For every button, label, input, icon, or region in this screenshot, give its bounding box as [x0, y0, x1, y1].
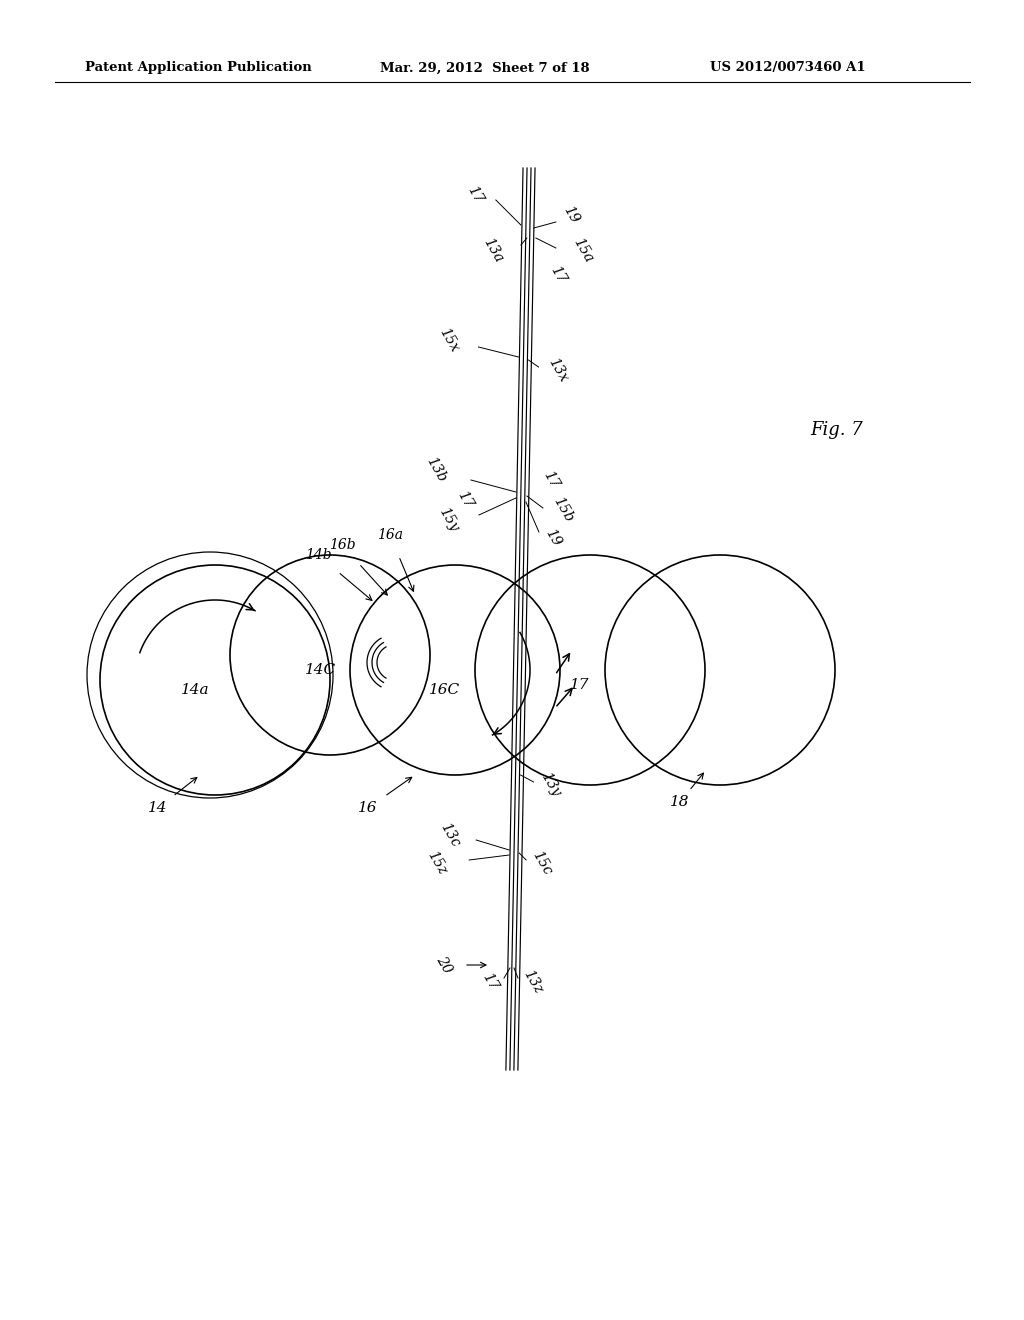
- Text: 13a: 13a: [480, 235, 506, 265]
- Text: 17: 17: [479, 970, 500, 993]
- Text: 13c: 13c: [437, 821, 462, 850]
- Text: 17: 17: [541, 469, 562, 491]
- Text: 17: 17: [455, 488, 476, 511]
- Text: 15y: 15y: [436, 506, 461, 535]
- Text: 14: 14: [148, 801, 168, 814]
- Text: 18: 18: [671, 795, 690, 809]
- Text: US 2012/0073460 A1: US 2012/0073460 A1: [710, 62, 865, 74]
- Text: Fig. 7: Fig. 7: [810, 421, 863, 440]
- Text: 16C: 16C: [429, 682, 461, 697]
- Text: 19: 19: [561, 203, 582, 226]
- Text: Patent Application Publication: Patent Application Publication: [85, 62, 311, 74]
- Text: 16: 16: [358, 801, 378, 814]
- Text: 20: 20: [433, 954, 454, 977]
- Text: 17: 17: [570, 678, 590, 692]
- Text: 16a: 16a: [377, 528, 403, 543]
- Text: 15b: 15b: [551, 495, 577, 525]
- Text: 15z: 15z: [425, 849, 450, 878]
- Text: 19: 19: [543, 527, 564, 549]
- Text: 14b: 14b: [305, 548, 332, 562]
- Text: 13y: 13y: [538, 771, 562, 800]
- Text: 15c: 15c: [529, 849, 554, 878]
- Text: 15x: 15x: [436, 326, 462, 355]
- Text: 17: 17: [465, 183, 485, 206]
- Text: 13x: 13x: [546, 355, 570, 384]
- Text: 16b: 16b: [329, 539, 355, 552]
- Text: 13b: 13b: [424, 455, 449, 484]
- Text: 14a: 14a: [180, 682, 209, 697]
- Text: 13z: 13z: [520, 968, 545, 997]
- Text: 17: 17: [548, 264, 569, 286]
- Text: 14C: 14C: [304, 663, 336, 677]
- Text: 15a: 15a: [570, 235, 596, 265]
- Text: Mar. 29, 2012  Sheet 7 of 18: Mar. 29, 2012 Sheet 7 of 18: [380, 62, 590, 74]
